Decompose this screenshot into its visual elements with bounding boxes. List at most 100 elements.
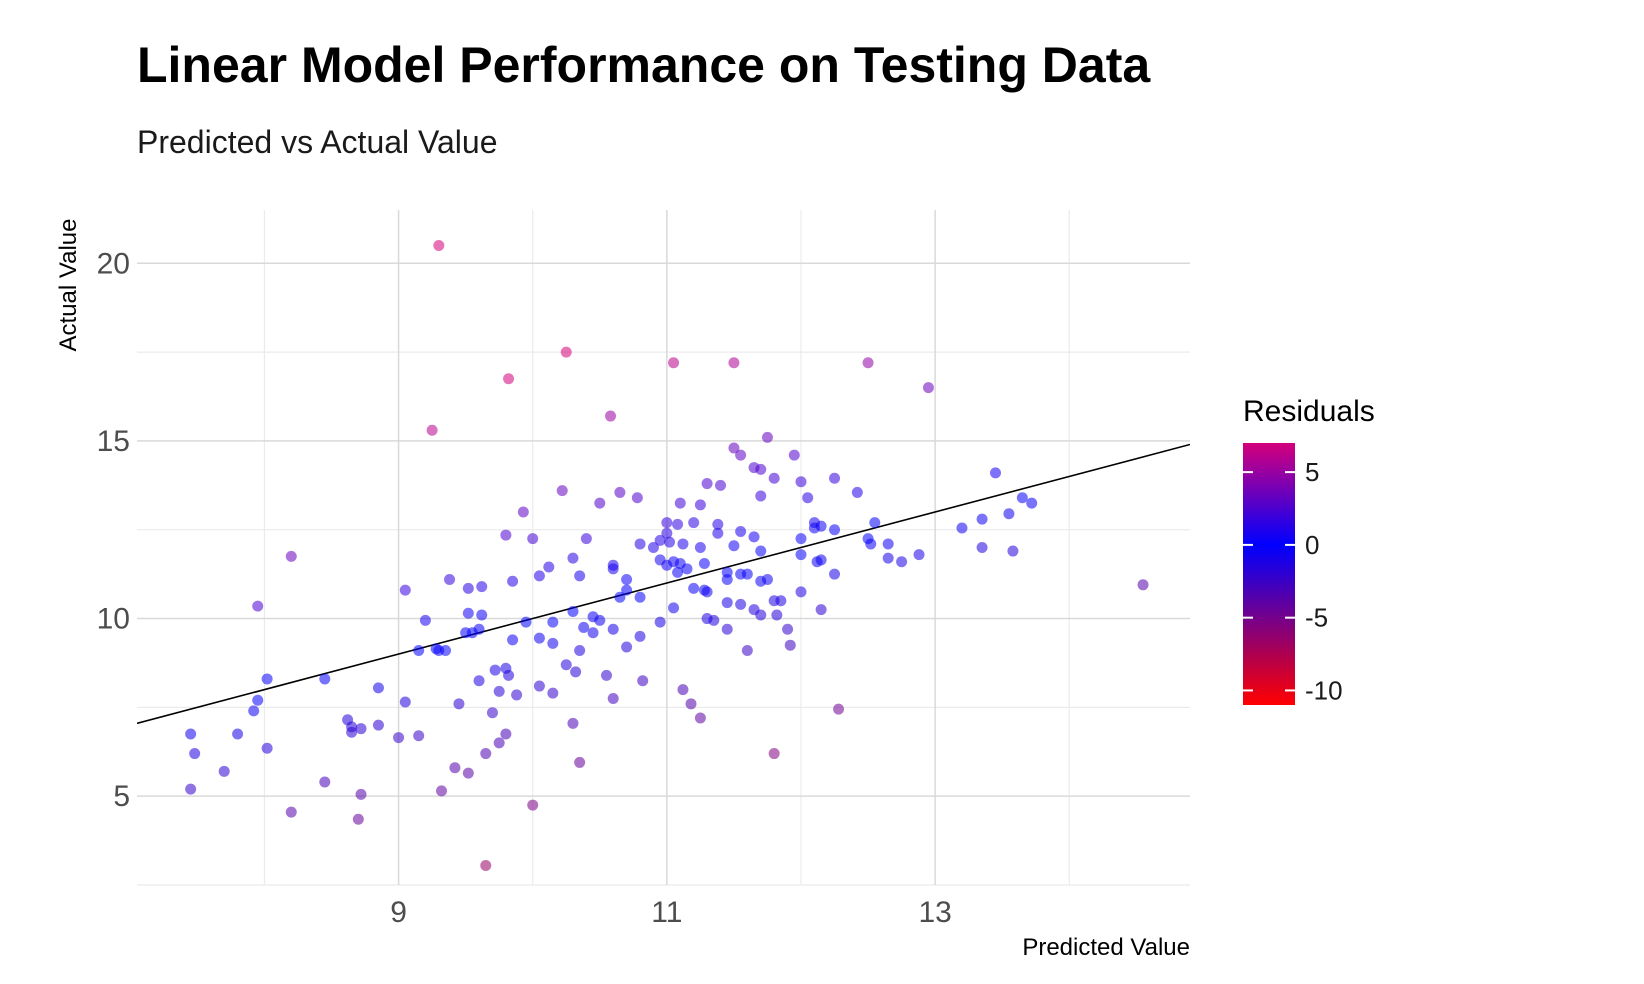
data-point bbox=[896, 556, 908, 568]
legend-tick-label: 5 bbox=[1305, 457, 1319, 487]
data-point bbox=[833, 703, 845, 715]
data-point bbox=[922, 382, 934, 394]
y-tick-label: 10 bbox=[97, 603, 130, 636]
data-point bbox=[795, 476, 807, 488]
data-point bbox=[808, 522, 820, 534]
data-point bbox=[493, 685, 505, 697]
data-point bbox=[647, 542, 659, 553]
data-point bbox=[748, 531, 760, 543]
data-point bbox=[664, 536, 676, 548]
data-point bbox=[185, 728, 197, 740]
data-point bbox=[1026, 497, 1038, 509]
data-point bbox=[688, 582, 700, 594]
data-point bbox=[661, 527, 673, 539]
data-point bbox=[413, 645, 425, 657]
reference-line-layer bbox=[137, 443, 1190, 725]
data-point bbox=[252, 600, 264, 612]
data-point bbox=[533, 680, 545, 692]
data-point bbox=[261, 673, 273, 685]
data-point bbox=[574, 570, 586, 582]
chart-title: Linear Model Performance on Testing Data bbox=[137, 37, 1151, 93]
data-point bbox=[654, 616, 666, 628]
data-point bbox=[788, 449, 800, 461]
data-point bbox=[466, 627, 478, 639]
data-point bbox=[701, 478, 713, 490]
data-point bbox=[607, 623, 619, 635]
data-point bbox=[430, 643, 442, 655]
legend-title: Residuals bbox=[1243, 395, 1375, 428]
data-point bbox=[462, 767, 474, 779]
data-point bbox=[413, 730, 425, 742]
data-point bbox=[489, 664, 501, 676]
data-point bbox=[533, 632, 545, 644]
data-point bbox=[594, 497, 606, 509]
data-point bbox=[755, 463, 767, 475]
data-point bbox=[674, 497, 686, 509]
data-point bbox=[784, 639, 796, 651]
data-point bbox=[621, 584, 633, 596]
data-point bbox=[426, 424, 438, 436]
data-point bbox=[621, 573, 633, 585]
data-point bbox=[444, 573, 456, 585]
data-point bbox=[393, 732, 405, 744]
data-point bbox=[399, 584, 411, 596]
data-point bbox=[735, 449, 747, 461]
data-point bbox=[851, 486, 863, 498]
data-point bbox=[185, 783, 197, 795]
data-point bbox=[189, 748, 201, 760]
data-point bbox=[712, 527, 724, 539]
data-point bbox=[862, 357, 874, 369]
data-point bbox=[419, 614, 431, 626]
data-point bbox=[795, 586, 807, 598]
data-point bbox=[433, 240, 445, 252]
data-point bbox=[976, 542, 988, 553]
data-point bbox=[372, 682, 384, 694]
data-point bbox=[761, 431, 773, 443]
data-point bbox=[989, 467, 1001, 479]
data-point bbox=[631, 492, 643, 504]
data-point bbox=[605, 410, 617, 422]
color-legend: Residuals 5 0 -5 -10 bbox=[1243, 395, 1375, 705]
data-point bbox=[574, 756, 586, 768]
data-point bbox=[634, 591, 646, 603]
data-point bbox=[614, 591, 626, 603]
data-point bbox=[600, 669, 612, 681]
legend-ticks: 5 0 -5 -10 bbox=[1243, 457, 1343, 705]
data-point bbox=[355, 788, 367, 800]
y-axis-title: Actual Value bbox=[55, 219, 82, 352]
data-point bbox=[346, 726, 358, 738]
data-point bbox=[913, 549, 925, 561]
data-point bbox=[698, 557, 710, 569]
data-point bbox=[462, 582, 474, 594]
data-points bbox=[185, 240, 1149, 871]
data-point bbox=[708, 614, 720, 626]
data-point bbox=[688, 517, 700, 529]
data-point bbox=[694, 712, 706, 724]
data-point bbox=[352, 813, 364, 825]
data-point bbox=[761, 573, 773, 585]
data-point bbox=[755, 490, 767, 502]
data-point bbox=[556, 485, 568, 497]
data-point bbox=[976, 513, 988, 525]
data-point bbox=[735, 526, 747, 538]
chart-subtitle: Predicted vs Actual Value bbox=[137, 124, 498, 160]
y-tick-label: 20 bbox=[97, 247, 130, 280]
data-point bbox=[694, 499, 706, 511]
data-point bbox=[493, 737, 505, 749]
data-point bbox=[677, 538, 689, 550]
legend-tick-label: -10 bbox=[1305, 675, 1343, 705]
data-point bbox=[503, 669, 515, 681]
grid-lines bbox=[137, 210, 1190, 886]
data-point bbox=[285, 550, 297, 562]
y-axis-ticks: 5 10 15 20 bbox=[97, 247, 130, 813]
data-point bbox=[594, 614, 606, 626]
data-point bbox=[435, 785, 447, 797]
data-point bbox=[882, 538, 894, 550]
data-point bbox=[829, 472, 841, 484]
legend-tick-label: -5 bbox=[1305, 603, 1328, 633]
data-point bbox=[527, 533, 539, 545]
data-point bbox=[1016, 492, 1028, 504]
data-point bbox=[755, 609, 767, 621]
data-point bbox=[728, 357, 740, 369]
data-point bbox=[614, 486, 626, 498]
